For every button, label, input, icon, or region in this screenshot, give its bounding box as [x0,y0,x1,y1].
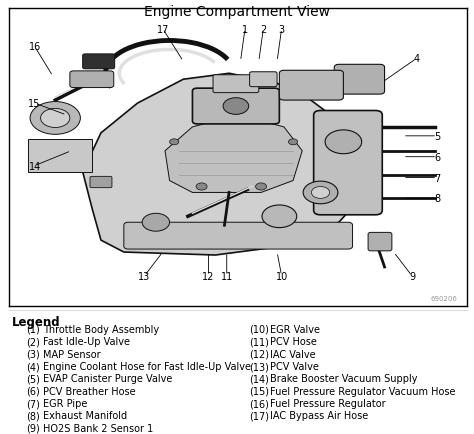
FancyBboxPatch shape [192,89,279,125]
Circle shape [196,184,207,191]
Text: PCV Hose: PCV Hose [270,336,317,346]
Text: PCV Valve: PCV Valve [270,361,319,371]
Circle shape [303,182,338,204]
FancyBboxPatch shape [314,111,382,215]
Text: 13: 13 [138,271,151,281]
Text: Fuel Pressure Regulator Vacuum Hose: Fuel Pressure Regulator Vacuum Hose [270,386,456,396]
Circle shape [289,139,298,145]
Circle shape [223,99,249,115]
Text: (10): (10) [249,324,269,334]
FancyBboxPatch shape [279,71,343,101]
Text: (11): (11) [249,336,269,346]
Text: 17: 17 [156,24,169,34]
FancyBboxPatch shape [82,55,115,69]
Polygon shape [165,116,302,193]
FancyBboxPatch shape [213,76,259,93]
Text: IAC Bypass Air Hose: IAC Bypass Air Hose [270,411,368,421]
Text: (1): (1) [26,324,40,334]
Text: 12: 12 [202,271,215,281]
Text: (12): (12) [249,349,269,359]
Circle shape [41,109,70,128]
Text: 1: 1 [242,24,248,34]
Text: EGR Pipe: EGR Pipe [43,398,87,408]
FancyBboxPatch shape [368,233,392,251]
Text: (8): (8) [26,411,40,421]
Circle shape [170,139,179,145]
Text: (7): (7) [26,398,40,408]
Text: (15): (15) [249,386,269,396]
Text: Exhaust Manifold: Exhaust Manifold [43,411,127,421]
Text: (13): (13) [249,361,269,371]
FancyBboxPatch shape [334,65,384,95]
Text: (9): (9) [26,423,40,433]
Text: MAP Sensor: MAP Sensor [43,349,100,359]
Text: 5: 5 [434,132,440,141]
Text: 2: 2 [260,24,266,34]
Text: 6: 6 [434,152,440,162]
Text: (14): (14) [249,374,269,384]
Text: 3: 3 [279,24,285,34]
Polygon shape [28,139,92,172]
Text: 4: 4 [413,54,419,64]
Text: 16: 16 [28,43,41,53]
Text: (3): (3) [26,349,40,359]
Polygon shape [82,74,366,256]
Text: HO2S Bank 2 Sensor 1: HO2S Bank 2 Sensor 1 [43,423,153,433]
Text: (6): (6) [26,386,40,396]
Text: 14: 14 [28,161,41,171]
Text: EGR Valve: EGR Valve [270,324,320,334]
Circle shape [325,131,362,155]
FancyBboxPatch shape [70,72,114,89]
Text: Fuel Pressure Regulator: Fuel Pressure Regulator [270,398,386,408]
FancyBboxPatch shape [124,223,353,250]
Circle shape [142,214,170,232]
Text: Engine Compartment View: Engine Compartment View [144,5,330,19]
Circle shape [262,205,297,228]
Text: 10: 10 [275,271,288,281]
Circle shape [30,102,81,135]
FancyBboxPatch shape [250,72,277,88]
Text: Brake Booster Vacuum Supply: Brake Booster Vacuum Supply [270,374,418,384]
Circle shape [311,187,329,199]
Text: 9: 9 [409,271,415,281]
Text: IAC Valve: IAC Valve [270,349,316,359]
Text: Legend: Legend [12,316,61,329]
Text: Fast Idle-Up Valve: Fast Idle-Up Valve [43,336,130,346]
Text: PCV Breather Hose: PCV Breather Hose [43,386,135,396]
Text: (17): (17) [249,411,269,421]
Text: 7: 7 [434,173,440,183]
Text: (5): (5) [26,374,40,384]
Text: (4): (4) [26,361,40,371]
FancyBboxPatch shape [90,177,112,188]
Text: (2): (2) [26,336,40,346]
Text: 11: 11 [220,271,233,281]
Circle shape [255,184,266,191]
Text: 690206: 690206 [431,296,458,302]
Text: Throttle Body Assembly: Throttle Body Assembly [43,324,159,334]
Text: 8: 8 [434,194,440,204]
Text: (16): (16) [249,398,269,408]
Text: 15: 15 [28,99,41,109]
Text: EVAP Canister Purge Valve: EVAP Canister Purge Valve [43,374,172,384]
Text: Engine Coolant Hose for Fast Idle-Up Valve: Engine Coolant Hose for Fast Idle-Up Val… [43,361,251,371]
